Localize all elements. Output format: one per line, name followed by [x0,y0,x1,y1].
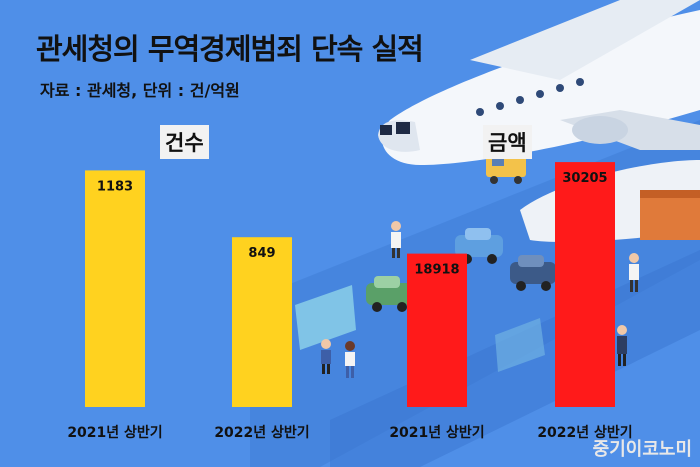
chart-subtitle: 자료 : 관세청, 단위 : 건/억원 [40,81,240,100]
bar-count-0 [85,170,145,407]
truck-icon [640,190,700,240]
bar-count-1 [232,237,292,407]
person-icon [629,253,639,292]
chart-title: 관세청의 무역경제범죄 단속 실적 [36,32,424,66]
car-icon [455,228,503,264]
data-label-amount-0: 18918 [414,263,459,278]
data-label-count-0: 1183 [97,179,133,194]
screen-panel-icon [495,318,545,372]
amount-group-label: 금액 [483,125,532,159]
category-label-count-0: 2021년 상반기 [67,424,162,441]
count-group-label: 건수 [160,125,209,159]
data-label-amount-1: 30205 [562,171,607,186]
bar-amount-1 [555,162,615,407]
person-icon [391,221,401,258]
bar-amount-0 [407,253,467,407]
watermark: 중기이코노미 [592,439,692,460]
person-icon [617,325,627,366]
screen-panel-icon [295,285,356,350]
car-icon [510,255,556,291]
category-label-count-1: 2022년 상반기 [214,424,309,441]
category-label-amount-0: 2021년 상반기 [389,424,484,441]
data-label-count-1: 849 [248,246,275,261]
airplane-icon [378,0,700,165]
category-label-amount-1: 2022년 상반기 [537,424,632,441]
tug-vehicle-icon [486,155,526,184]
person-icon [345,341,355,378]
person-icon [321,339,331,374]
car-icon [366,276,412,312]
